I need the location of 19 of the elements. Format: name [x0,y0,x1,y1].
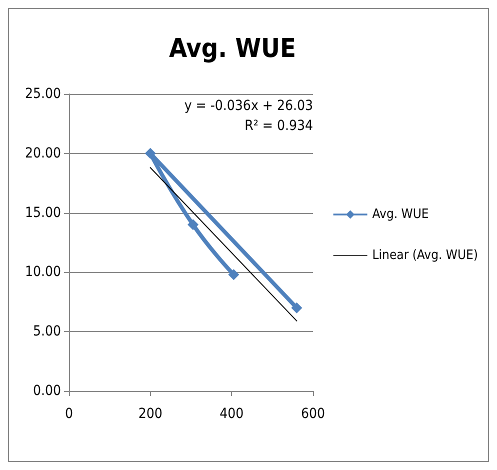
y-tick-label: 5.00 [32,324,61,340]
point [188,219,199,230]
y-tick-label: 15.00 [24,204,61,221]
y-tick-label: 0.00 [32,383,61,399]
point [144,148,156,159]
y-tick-label: 25.00 [24,86,61,102]
legend-label: Linear (Avg. WUE) [372,248,478,263]
chart-title: Avg. WUE [169,34,296,64]
y-tick-label: 20.00 [24,145,61,162]
annotation: R² = 0.934 [244,118,313,134]
point [291,302,302,314]
x-tick-label: 0 [64,406,74,422]
x-tick-label: 600 [300,406,326,422]
annotation: y = -0.036x + 26.03 [184,98,313,114]
point [228,269,240,280]
legend-label: Avg. WUE [372,207,429,222]
x-tick-label: 200 [138,406,162,422]
y-tick-label: 10.00 [24,264,61,280]
x-tick-label: 400 [220,406,244,422]
